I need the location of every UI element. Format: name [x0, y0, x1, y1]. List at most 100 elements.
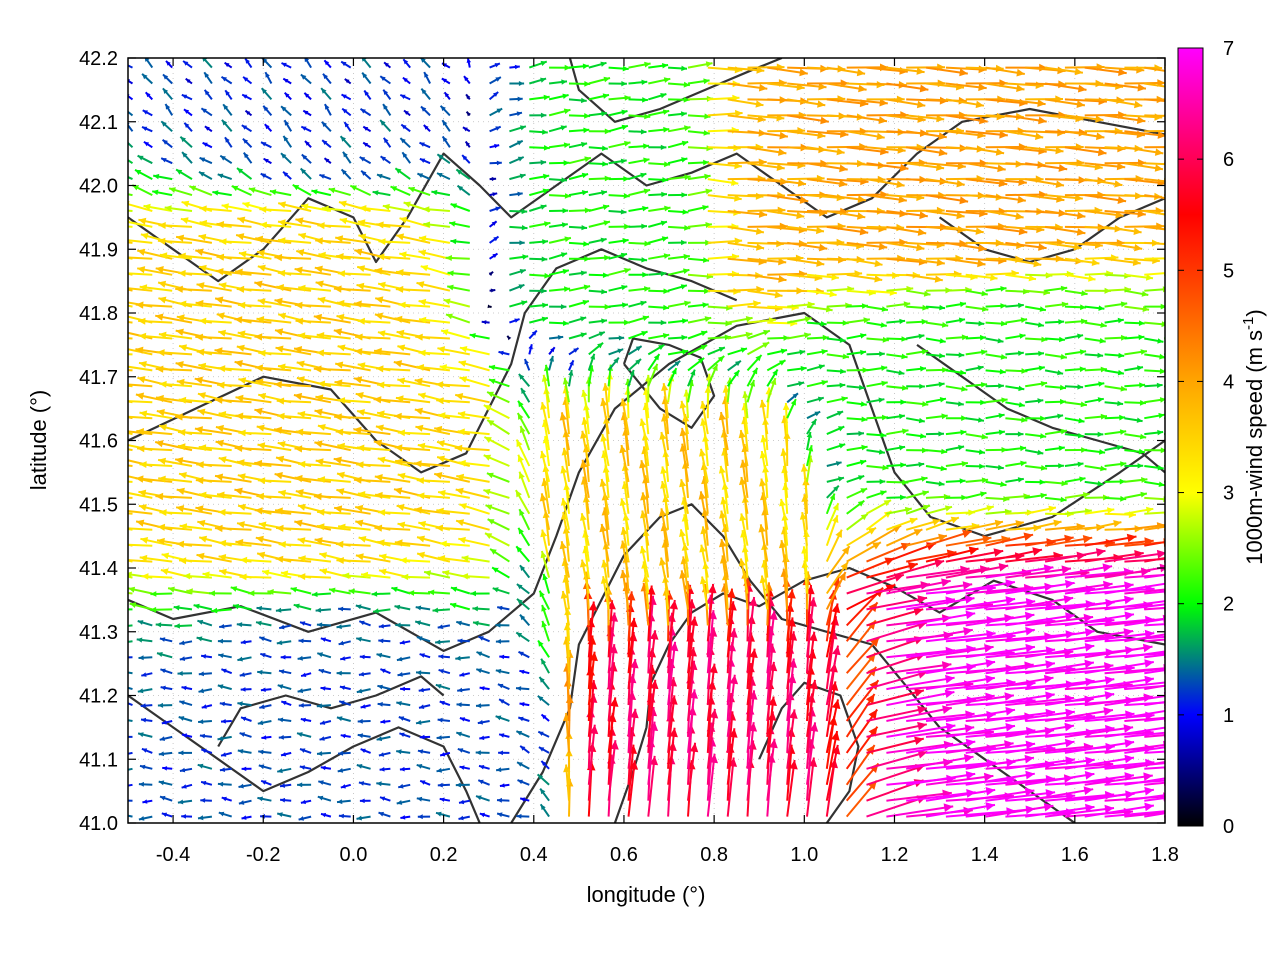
wind-vector: [806, 722, 819, 785]
wind-vector: [176, 540, 212, 548]
wind-vector: [445, 255, 470, 261]
wind-vector: [417, 442, 451, 452]
wind-vector: [706, 363, 719, 387]
wind-vector: [224, 89, 233, 100]
wind-vector: [454, 393, 490, 404]
wind-vector: [140, 703, 153, 708]
wind-vector: [985, 194, 1026, 204]
wind-vector: [1104, 810, 1165, 818]
wind-vector: [153, 173, 173, 181]
wind-vector: [264, 71, 273, 84]
wind-vector: [458, 799, 470, 805]
wind-vector: [515, 631, 530, 643]
wind-vector: [506, 335, 512, 341]
wind-vector: [360, 748, 371, 754]
wind-vector: [945, 301, 967, 308]
wind-vector: [376, 735, 391, 742]
wind-vector: [628, 300, 647, 308]
wind-vector: [376, 221, 411, 229]
wind-vector: [516, 412, 531, 435]
wind-vector: [825, 529, 843, 563]
wind-vector: [1084, 431, 1104, 438]
wind-vector: [568, 63, 589, 70]
wind-vector: [1025, 786, 1094, 802]
wind-vector: [1084, 352, 1104, 358]
wind-vector: [1144, 606, 1165, 611]
wind-vector: [540, 713, 550, 722]
wind-vector: [906, 595, 975, 611]
wind-vector: [465, 111, 471, 117]
wind-vector: [177, 671, 193, 676]
wind-vector: [417, 749, 431, 754]
wind-vector: [608, 302, 629, 308]
wind-vector: [298, 703, 312, 708]
wind-vector: [529, 145, 550, 151]
wind-vector: [587, 353, 596, 371]
wind-vector: [640, 492, 650, 530]
wind-vector: [218, 539, 252, 547]
wind-vector: [985, 691, 1055, 707]
wind-vector: [945, 334, 969, 341]
wind-vector: [465, 93, 471, 100]
wind-vector: [214, 473, 252, 483]
wind-vector: [416, 281, 451, 292]
wind-vector: [437, 489, 470, 499]
wind-vector: [498, 350, 510, 356]
wind-vector: [221, 203, 252, 212]
wind-vector: [758, 524, 769, 562]
wind-vector: [300, 73, 312, 85]
wind-vector: [1025, 350, 1045, 357]
wind-vector: [607, 740, 619, 801]
wind-vector: [399, 216, 431, 228]
wind-vector: [294, 445, 331, 453]
wind-vector: [538, 676, 550, 690]
y-tick-label: 41.9: [79, 239, 118, 261]
wind-vector: [338, 813, 351, 819]
wind-vector: [846, 401, 867, 407]
wind-vector: [886, 82, 929, 93]
wind-vector: [419, 157, 431, 165]
wind-vector: [261, 569, 292, 579]
wind-vector: [414, 506, 451, 515]
wind-vector: [420, 265, 451, 276]
wind-vector: [529, 272, 551, 279]
wind-vector: [457, 428, 490, 436]
wind-vector: [1124, 349, 1148, 356]
wind-vector: [128, 288, 133, 292]
wind-vector: [628, 157, 650, 165]
wind-vector: [965, 349, 988, 356]
wind-vector: [361, 71, 372, 85]
wind-vector: [135, 475, 173, 483]
wind-vector: [340, 656, 351, 661]
wind-vector: [1044, 369, 1064, 376]
wind-vector: [395, 269, 431, 276]
wind-vector: [925, 802, 996, 818]
wind-vector: [628, 223, 648, 229]
wind-vector: [945, 317, 966, 324]
wind-vector: [906, 349, 929, 356]
wind-vector: [1084, 162, 1126, 171]
wind-vector: [1025, 146, 1064, 155]
wind-vector: [886, 445, 906, 452]
wind-vector: [628, 205, 649, 212]
wind-vector: [523, 358, 531, 371]
wind-vector: [1124, 603, 1165, 611]
wind-vector: [568, 141, 588, 149]
wind-vector: [518, 508, 531, 531]
wind-vector: [945, 707, 1016, 722]
wind-vector: [560, 590, 570, 626]
wind-vector: [358, 620, 371, 627]
wind-vector: [399, 557, 431, 564]
wind-vector: [1044, 691, 1115, 707]
wind-vector: [395, 622, 411, 628]
wind-vector: [214, 347, 252, 356]
wind-vector: [519, 797, 530, 802]
wind-vector: [239, 556, 272, 564]
wind-vector: [200, 654, 213, 659]
wind-vector: [1104, 385, 1128, 392]
wind-vector: [456, 620, 471, 627]
wind-vector: [1124, 731, 1165, 738]
wind-vector: [274, 328, 312, 340]
wind-vector: [280, 152, 292, 164]
wind-vector: [1044, 66, 1084, 76]
